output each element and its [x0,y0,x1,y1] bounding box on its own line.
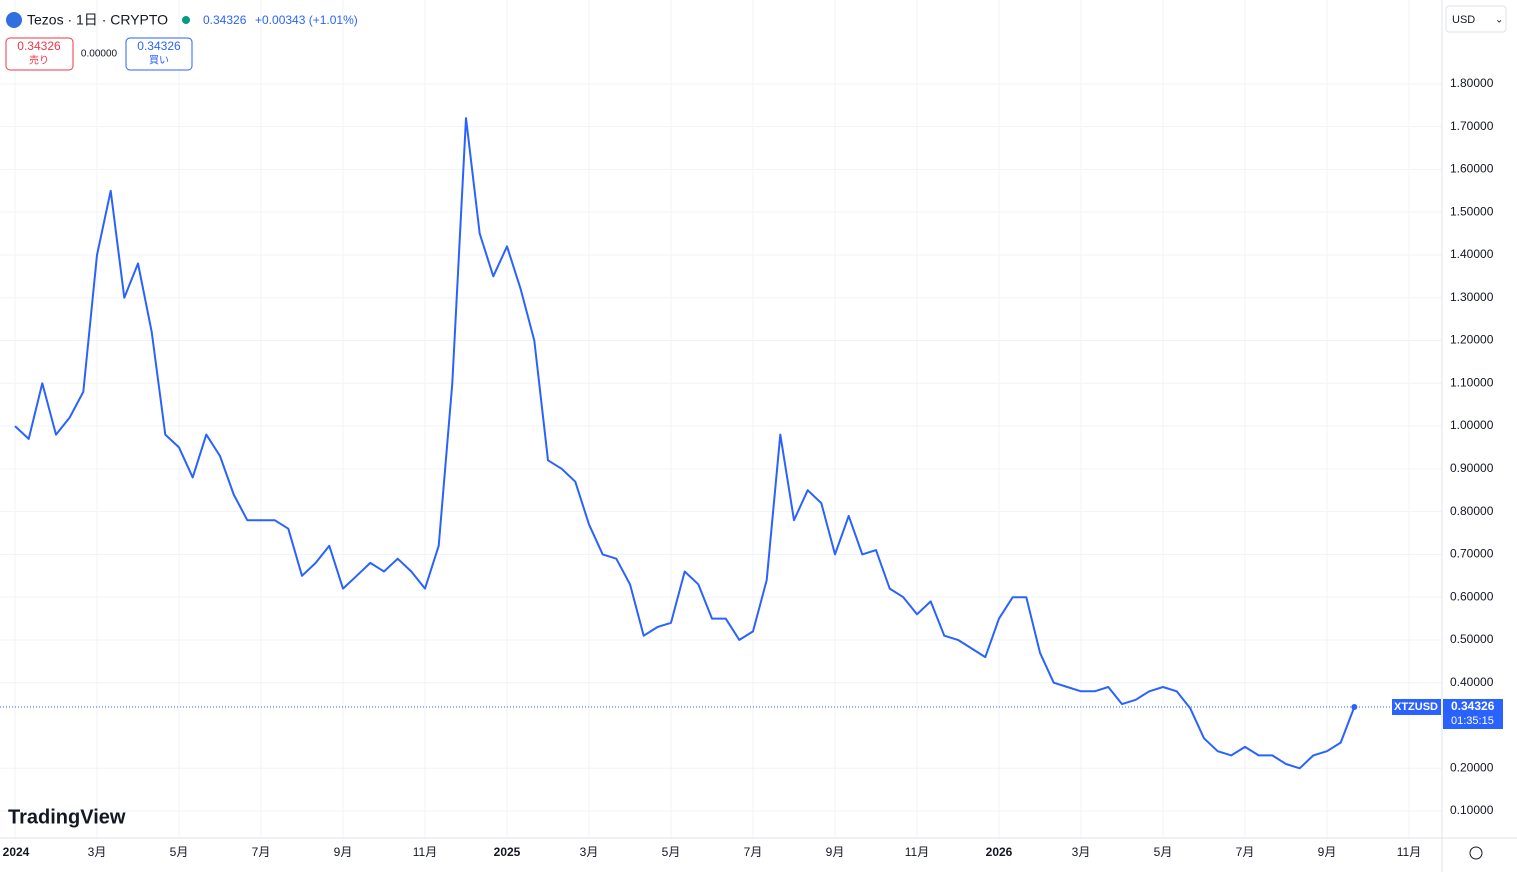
x-tick-label: 2024 [3,845,30,859]
x-tick-label: 5月 [1154,845,1173,859]
x-tick-label: 7月 [744,845,763,859]
symbol-icon [6,12,22,28]
x-tick-label: 3月 [88,845,107,859]
x-tick-label: 7月 [252,845,271,859]
x-tick-label: 9月 [334,845,353,859]
price-line [14,117,1356,770]
spread: 0.00000 [81,49,118,60]
price-tag-label: 0.34326 [1451,699,1495,713]
y-tick-label: 0.70000 [1450,547,1494,561]
y-tick-label: 1.20000 [1450,333,1494,347]
x-tick-label: 11月 [413,845,437,859]
y-tick-label: 1.70000 [1450,119,1494,133]
currency: USD [1452,14,1475,26]
y-tick-label: 1.10000 [1450,375,1494,389]
y-tick-label: 0.90000 [1450,461,1494,475]
price-tag [1443,698,1503,729]
header-price: 0.34326 [203,13,247,27]
x-tick-label: 7月 [1236,845,1255,859]
x-tick-label: 3月 [580,845,599,859]
y-tick-label: 1.60000 [1450,162,1494,176]
countdown: 01:35:15 [1451,715,1494,727]
header-change: +0.00343 (+1.01%) [255,13,358,27]
buy-price: 0.34326 [137,39,181,53]
symbol-title: Tezos · 1日 · CRYPTO [27,12,168,28]
x-tick-label: 11月 [905,845,929,859]
y-tick-label: 1.00000 [1450,418,1494,432]
sell-button[interactable] [5,37,74,71]
x-tick-label: 11月 [1397,845,1421,859]
buy-label: 買い [149,55,169,67]
last-point [1351,703,1358,710]
y-tick-label: 0.20000 [1450,760,1494,774]
settings-icon[interactable] [1469,846,1483,860]
status-dot [182,16,190,24]
x-tick-label: 9月 [1318,845,1337,859]
symbol-tag-label: XTZUSD [1394,701,1438,713]
buy-button[interactable] [125,37,193,71]
symbol-tag [1392,698,1441,715]
y-tick-label: 0.10000 [1450,803,1494,817]
x-tick-label: 3月 [1072,845,1091,859]
y-tick-label: 0.80000 [1450,504,1494,518]
y-tick-label: 1.80000 [1450,76,1494,90]
y-tick-label: 1.50000 [1450,204,1494,218]
logo: TradingView [8,806,126,828]
y-tick-label: 1.40000 [1450,247,1494,261]
x-tick-label: 5月 [170,845,189,859]
y-tick-label: 1.30000 [1450,290,1494,304]
sell-label: 売り [29,54,49,67]
x-tick-label: 2025 [494,845,521,859]
grid [0,0,1442,838]
sell-price: 0.34326 [17,39,61,53]
x-tick-label: 2026 [986,845,1013,859]
y-tick-label: 0.40000 [1450,675,1494,689]
dropdown-arrow: ⌄ [1495,15,1503,26]
x-tick-label: 5月 [662,845,681,859]
x-tick-label: 9月 [826,845,845,859]
y-tick-label: 0.50000 [1450,632,1494,646]
currency-select[interactable] [1445,5,1507,33]
y-tick-label: 0.60000 [1450,589,1494,603]
